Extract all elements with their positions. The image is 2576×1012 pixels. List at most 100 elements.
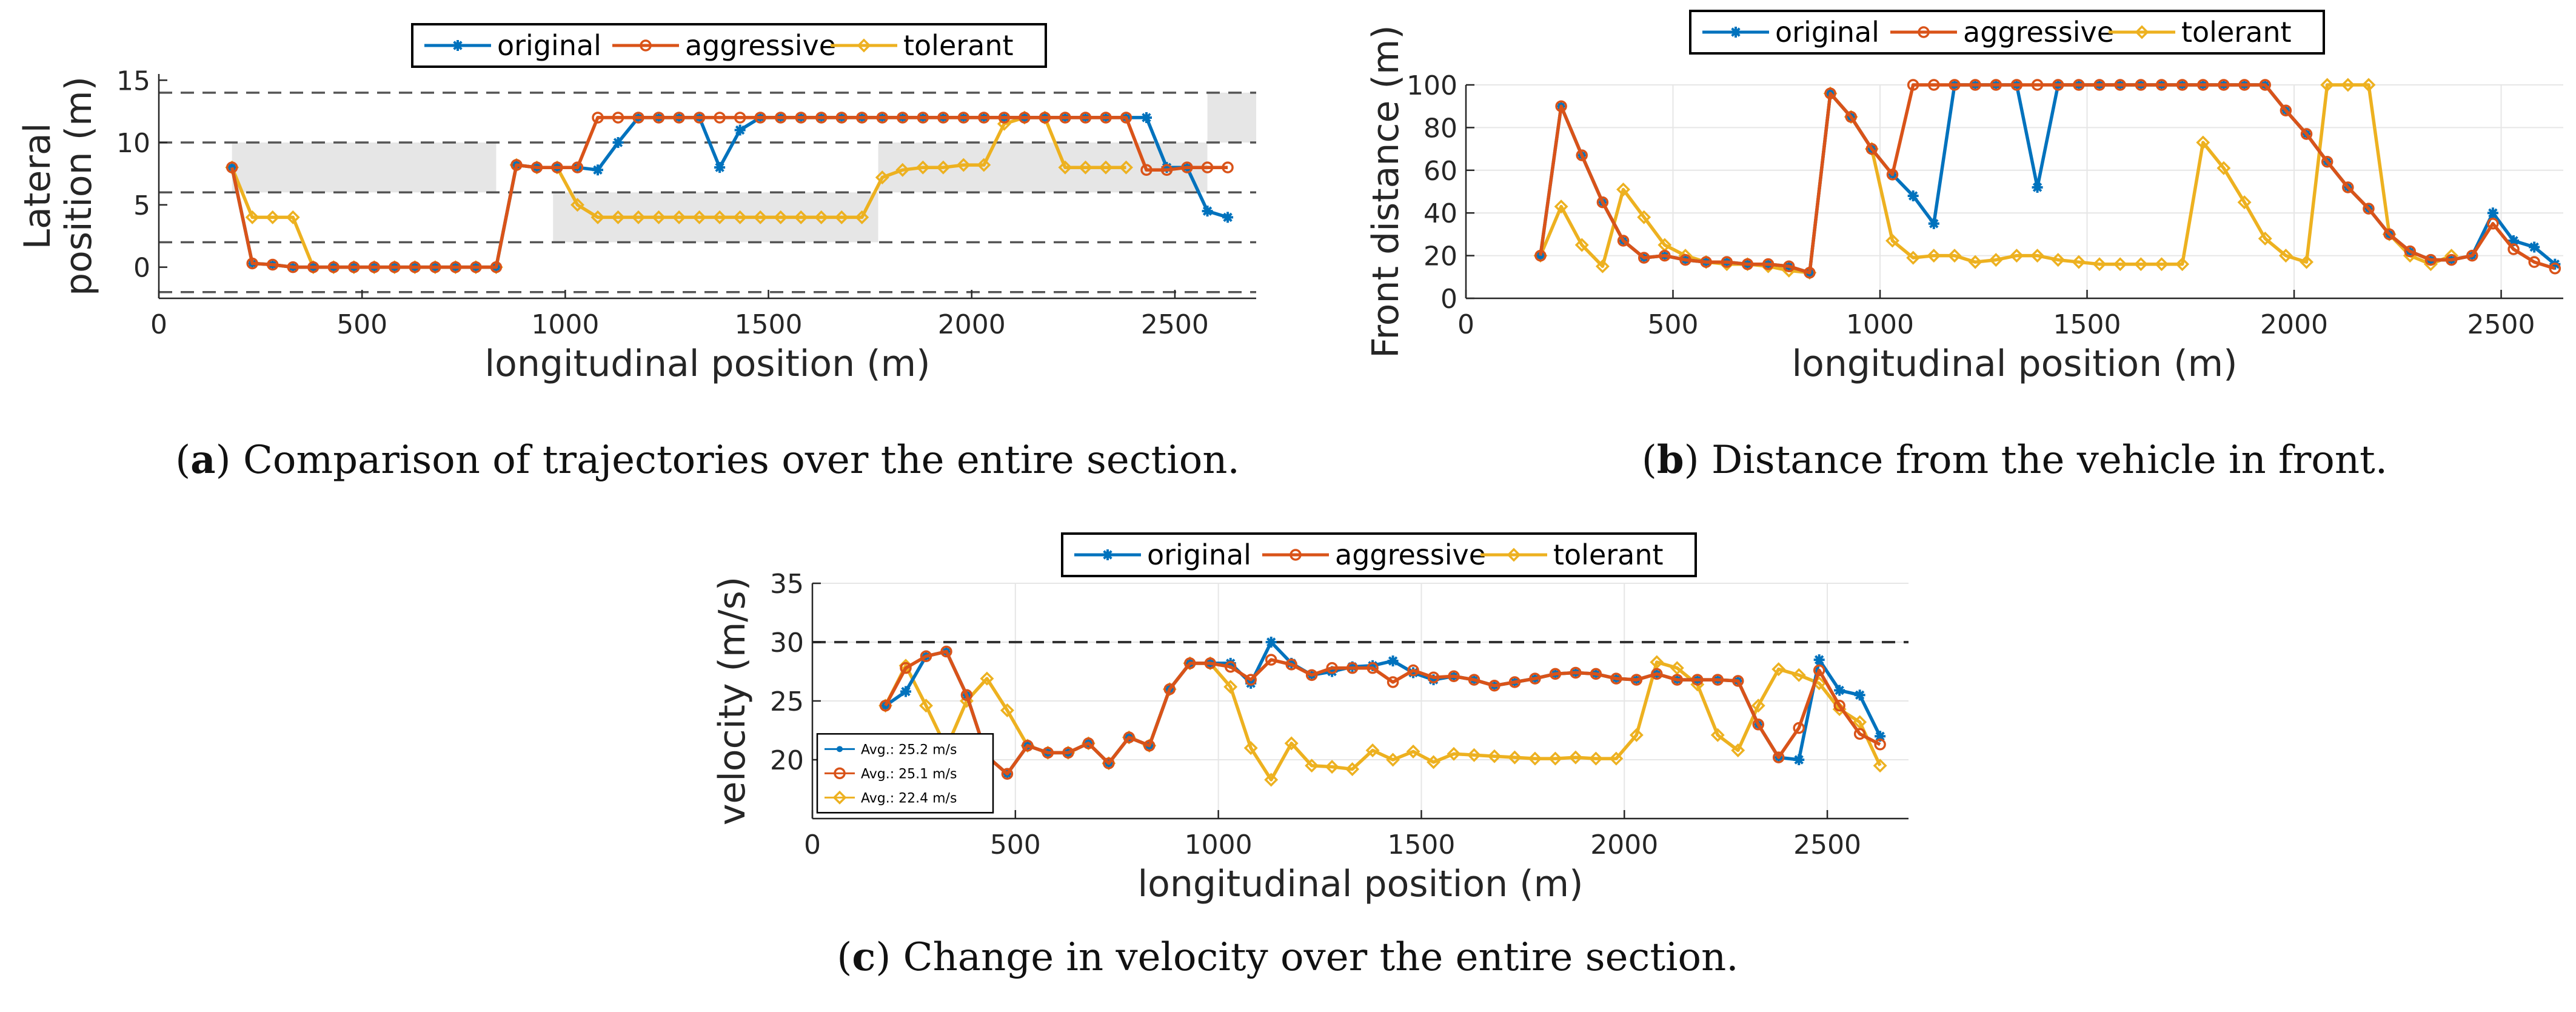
data-point-aggressive [2197, 79, 2209, 91]
data-point-tolerant [1507, 750, 1522, 765]
data-point-tolerant [2258, 231, 2272, 246]
legend-marker-aggressive [1918, 26, 1930, 38]
legend-label-aggressive: aggressive [1335, 538, 1486, 571]
data-point-tolerant [1078, 160, 1092, 175]
data-point-aggressive [2424, 253, 2437, 266]
data-point-aggressive [2052, 79, 2064, 91]
data-point-aggressive [1019, 112, 1031, 124]
data-point-original [1813, 654, 1825, 666]
x-tick-label: 0 [1457, 309, 1474, 340]
y-tick-label: 0 [133, 253, 150, 284]
data-point-tolerant [1325, 760, 1339, 774]
data-point-aggressive [2114, 79, 2126, 91]
data-point-tolerant [1058, 160, 1072, 175]
x-axis-label: longitudinal position (m) [1138, 863, 1584, 905]
data-point-tolerant [980, 671, 994, 686]
data-point-aggressive [1326, 662, 1338, 674]
data-point-aggressive [1346, 662, 1359, 674]
legend-marker-aggressive [1290, 549, 1302, 561]
data-point-aggressive [1833, 700, 1845, 712]
x-axis-label: longitudinal position (m) [1792, 343, 2238, 385]
data-point-tolerant [2051, 253, 2066, 267]
data-point-tolerant [2113, 257, 2127, 272]
data-point-tolerant [956, 158, 971, 172]
legend-box [1689, 10, 2325, 55]
data-point-aggressive [226, 161, 238, 173]
data-point-tolerant [652, 210, 666, 224]
data-point-aggressive [1222, 161, 1234, 173]
average-marker-tolerant [832, 790, 847, 805]
y-axis-label: position (m) [58, 76, 100, 296]
data-point-aggressive [1143, 739, 1156, 752]
average-label-tolerant: Avg.: 22.4 m/s [861, 791, 957, 806]
data-point-aggressive [1448, 670, 1460, 683]
data-point-original [900, 686, 912, 697]
legend-box [411, 23, 1047, 68]
legend-label-aggressive: aggressive [685, 29, 836, 62]
data-point-aggressive [592, 112, 604, 124]
data-point-tolerant [2278, 249, 2293, 263]
data-point-original [1387, 655, 1399, 667]
data-point-aggressive [470, 261, 482, 273]
data-point-tolerant [834, 210, 849, 224]
data-point-tolerant [1650, 655, 1664, 669]
data-point-aggressive [1163, 683, 1176, 695]
panel-a-trajectory-chart: 0 500 1000 1500 2000 2500 0 5 10 15 longitudinal p… [16, 23, 1256, 385]
data-point-tolerant [1467, 748, 1481, 762]
x-tick-label: 2000 [1590, 829, 1658, 860]
data-point-original [2487, 207, 2498, 219]
data-point-tolerant [1595, 259, 1610, 273]
shaded-lane-region [1207, 92, 1256, 143]
data-point-tolerant [1000, 703, 1014, 717]
data-point-aggressive [1160, 164, 1173, 176]
data-point-aggressive [1762, 258, 1775, 270]
data-point-aggressive [571, 161, 584, 173]
data-point-aggressive [920, 650, 932, 663]
legend-label-tolerant: tolerant [1553, 538, 1664, 571]
data-point-tolerant [2133, 257, 2148, 272]
data-point-tolerant [2154, 257, 2169, 272]
data-point-original [2529, 241, 2540, 253]
data-point-tolerant [753, 210, 768, 224]
data-point-aggressive [266, 258, 279, 271]
data-point-tolerant [1751, 699, 1765, 713]
data-point-aggressive [2073, 79, 2085, 91]
legend: original aggressive tolerant [411, 23, 1047, 68]
data-point-aggressive [900, 662, 912, 674]
data-point-aggressive [1630, 674, 1643, 686]
caption-c: (c) Change in velocity over the entire s… [837, 934, 1738, 980]
data-point-aggressive [2031, 79, 2044, 91]
data-point-aggressive [1549, 668, 1562, 680]
data-point-tolerant [1345, 762, 1360, 776]
x-tick-label: 2000 [938, 309, 1006, 340]
data-point-tolerant [794, 210, 808, 224]
x-tick-label: 1000 [1846, 309, 1914, 340]
data-point-tolerant [2196, 135, 2210, 150]
data-point-tolerant [2320, 78, 2335, 92]
data-point-tolerant [1305, 759, 1319, 773]
average-inset: Avg.: 25.2 m/s Avg.: 25.1 m/s Avg.: 22.4 m… [816, 733, 994, 814]
data-point-tolerant [1609, 751, 1624, 766]
data-point-aggressive [1865, 142, 1878, 155]
data-point-tolerant [1791, 668, 1806, 682]
legend-label-original: original [1147, 538, 1251, 571]
data-point-tolerant [286, 210, 300, 224]
data-point-aggressive [327, 261, 340, 273]
data-point-tolerant [855, 210, 869, 224]
data-point-aggressive [1617, 235, 1630, 247]
data-point-aggressive [1534, 249, 1547, 262]
data-point-aggressive [429, 261, 441, 273]
data-point-tolerant [1947, 249, 1962, 263]
data-point-aggressive [1204, 657, 1216, 669]
legend-label-tolerant: tolerant [903, 29, 1014, 62]
data-point-tolerant [774, 210, 788, 224]
data-point-aggressive [879, 700, 892, 712]
data-point-aggressive [937, 112, 949, 124]
x-tick-label: 2500 [1793, 829, 1861, 860]
data-point-tolerant [919, 699, 933, 713]
data-point-aggressive [1468, 674, 1480, 686]
data-point-aggressive [1529, 672, 1541, 685]
average-label-aggressive: Avg.: 25.1 m/s [861, 766, 957, 782]
data-point-aggressive [2135, 79, 2147, 91]
